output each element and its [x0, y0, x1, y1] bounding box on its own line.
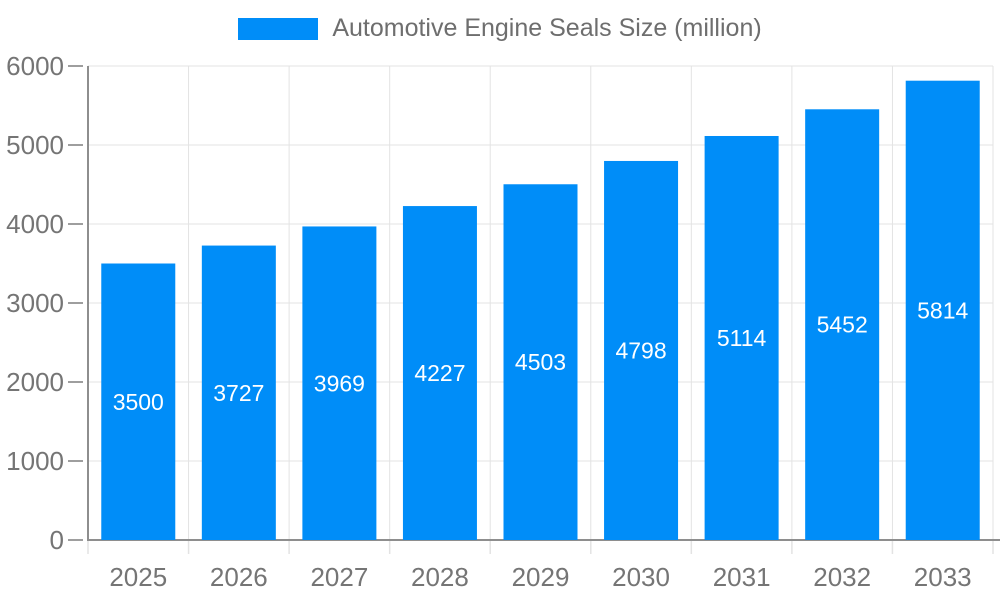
x-tick-label: 2030 — [612, 562, 670, 592]
bar-value-label: 3500 — [113, 389, 164, 415]
bar-value-label: 5452 — [817, 312, 868, 338]
x-tick-label: 2028 — [411, 562, 469, 592]
y-tick-label: 4000 — [6, 209, 64, 239]
bar-value-label: 4798 — [615, 338, 666, 364]
bar-value-label: 4227 — [414, 360, 465, 386]
x-tick-label: 2032 — [813, 562, 871, 592]
bar-2026 — [201, 245, 276, 540]
x-tick-label: 2031 — [713, 562, 771, 592]
y-tick-label: 6000 — [6, 51, 64, 81]
legend-swatch — [238, 17, 319, 40]
y-tick-label: 2000 — [6, 367, 64, 397]
bar-2027 — [302, 226, 377, 540]
x-tick-label: 2029 — [512, 562, 570, 592]
y-tick-label: 3000 — [6, 288, 64, 318]
x-tick-label: 2025 — [109, 562, 167, 592]
bar-value-label: 4503 — [515, 349, 566, 375]
x-tick-label: 2026 — [210, 562, 268, 592]
bar-2028 — [402, 206, 477, 540]
bar-2032 — [805, 109, 880, 541]
bar-2029 — [503, 184, 578, 540]
bar-value-label: 3969 — [314, 370, 365, 396]
x-tick-label: 2027 — [310, 562, 368, 592]
y-tick-label: 5000 — [6, 130, 64, 160]
legend-label: Automotive Engine Seals Size (million) — [332, 14, 762, 42]
x-tick-label: 2033 — [914, 562, 972, 592]
bar-2033 — [905, 80, 980, 540]
bar-value-label: 5114 — [717, 325, 767, 351]
chart-legend[interactable]: Automotive Engine Seals Size (million) — [0, 16, 1000, 41]
bar-2030 — [604, 160, 679, 540]
bar-2025 — [101, 263, 176, 540]
bar-value-label: 3727 — [213, 380, 264, 406]
y-tick-label: 0 — [50, 525, 64, 555]
bar-2031 — [704, 135, 779, 540]
y-tick-label: 1000 — [6, 446, 64, 476]
bar-value-label: 5814 — [917, 297, 968, 323]
